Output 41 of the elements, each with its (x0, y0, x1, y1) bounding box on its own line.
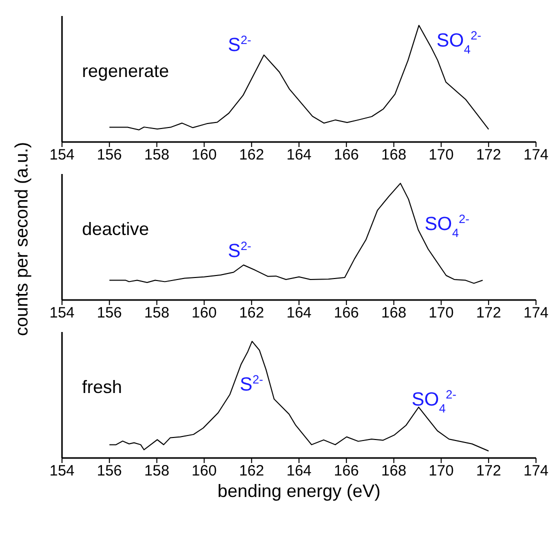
x-tick-label: 160 (192, 146, 217, 164)
x-tick-label: 154 (49, 462, 75, 480)
annotation: S$^{2-}$ (240, 372, 264, 396)
x-tick-label: 162 (239, 462, 264, 480)
text: regenerate (82, 61, 170, 82)
x-tick-label: 170 (428, 462, 454, 480)
x-tick-label: 164 (286, 146, 312, 164)
x-tick-label: 170 (428, 146, 454, 164)
x-tick-label: 168 (381, 146, 406, 164)
annotation: S$^{2-}$ (228, 238, 252, 262)
annotation: S$^{2-}$ (228, 33, 252, 56)
x-tick-label: 166 (334, 304, 359, 322)
x-tick-label: 170 (428, 304, 454, 322)
x-tick-label: 168 (381, 304, 406, 322)
text: deactive (82, 219, 150, 240)
x-tick-label: 172 (476, 462, 502, 480)
x-tick-label: 172 (476, 146, 502, 164)
x-tick-label: 162 (239, 146, 264, 164)
x-tick-label: 174 (523, 304, 549, 322)
text: fresh (82, 377, 122, 398)
y-axis-title: counts per second (a.u.) (12, 142, 32, 336)
x-tick-label: 154 (49, 146, 75, 164)
x-tick-label: 158 (144, 304, 170, 322)
x-tick-label: 154 (49, 304, 75, 322)
x-tick-label: 164 (286, 462, 312, 480)
x-tick-label: 166 (334, 146, 359, 164)
x-tick-label: 164 (286, 304, 312, 322)
x-axis-title: bending energy (eV) (217, 480, 381, 501)
x-tick-label: 156 (96, 462, 122, 480)
x-tick-label: 174 (523, 146, 549, 164)
x-tick-label: 166 (334, 462, 359, 480)
x-tick-label: 160 (192, 304, 217, 322)
x-tick-label: 156 (96, 146, 122, 164)
x-tick-label: 158 (144, 146, 170, 164)
x-tick-label: 168 (381, 462, 406, 480)
x-tick-label: 174 (523, 462, 549, 480)
x-tick-label: 160 (192, 462, 217, 480)
x-tick-label: 172 (476, 304, 502, 322)
x-tick-label: 162 (239, 304, 264, 322)
x-tick-label: 158 (144, 462, 170, 480)
x-tick-label: 156 (96, 304, 122, 322)
